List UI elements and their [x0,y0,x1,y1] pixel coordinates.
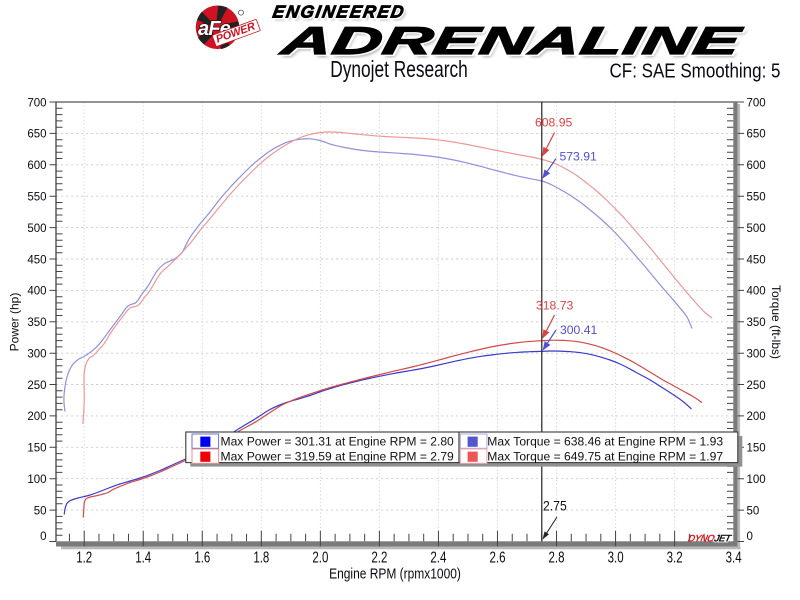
svg-text:3.2: 3.2 [667,549,683,566]
svg-text:DYNO: DYNO [687,533,716,544]
svg-text:100: 100 [27,474,46,486]
svg-text:150: 150 [27,443,46,455]
svg-text:50: 50 [34,505,47,517]
svg-text:450: 450 [747,254,766,266]
svg-text:1.4: 1.4 [135,549,151,566]
svg-text:1.8: 1.8 [253,549,269,566]
svg-text:ADRENALINE: ADRENALINE [276,19,745,63]
svg-text:Max Power = 319.59 at Engine R: Max Power = 319.59 at Engine RPM = 2.79 [221,449,455,463]
svg-text:2.8: 2.8 [549,549,565,566]
svg-text:ENGINEERED: ENGINEERED [271,1,407,21]
svg-text:300.41: 300.41 [560,323,597,337]
svg-text:1.6: 1.6 [194,549,210,566]
svg-text:Max Torque = 638.46 at Engine: Max Torque = 638.46 at Engine RPM = 1.93 [487,434,723,448]
svg-text:ENGINEERED: ENGINEERED [271,1,407,21]
svg-text:50: 50 [747,505,760,517]
svg-text:100: 100 [747,474,766,486]
svg-text:0: 0 [40,531,46,543]
svg-text:573.91: 573.91 [560,150,597,164]
svg-text:Torque (ft-lbs): Torque (ft-lbs) [769,285,783,359]
svg-text:500: 500 [747,223,766,235]
svg-text:550: 550 [27,192,46,204]
svg-text:2.75: 2.75 [543,498,567,514]
svg-text:ENGINEERED: ENGINEERED [274,5,410,25]
svg-text:2.0: 2.0 [312,549,328,566]
svg-text:650: 650 [27,129,46,141]
svg-text:600: 600 [27,160,46,172]
svg-text:650: 650 [747,129,766,141]
svg-text:Power (hp): Power (hp) [8,293,22,352]
svg-text:350: 350 [747,317,766,329]
svg-text:350: 350 [27,317,46,329]
svg-text:ADRENALINE: ADRENALINE [276,19,745,63]
svg-text:ADRENALINE: ADRENALINE [279,22,748,66]
svg-text:Max Torque = 649.75 at Engine: Max Torque = 649.75 at Engine RPM = 1.97 [487,449,723,463]
svg-text:Engine RPM (rpmx1000): Engine RPM (rpmx1000) [329,565,461,582]
svg-text:Max Power = 301.31 at Engine R: Max Power = 301.31 at Engine RPM = 2.80 [221,434,455,448]
svg-text:200: 200 [27,411,46,423]
svg-text:3.4: 3.4 [726,549,742,566]
svg-text:400: 400 [27,286,46,298]
svg-text:150: 150 [747,443,766,455]
svg-text:400: 400 [747,286,766,298]
svg-text:700: 700 [27,97,46,109]
svg-text:608.95: 608.95 [535,116,572,130]
svg-text:0: 0 [747,531,753,543]
svg-text:450: 450 [27,254,46,266]
svg-text:Dynojet Research: Dynojet Research [330,56,467,82]
svg-text:500: 500 [27,223,46,235]
svg-text:2.6: 2.6 [490,549,506,566]
svg-text:250: 250 [747,380,766,392]
svg-text:550: 550 [747,192,766,204]
svg-text:600: 600 [747,160,766,172]
svg-text:200: 200 [747,411,766,423]
svg-text:2.4: 2.4 [430,549,446,566]
svg-text:1.2: 1.2 [76,549,92,566]
svg-text:300: 300 [747,349,766,361]
svg-text:2.2: 2.2 [371,549,387,566]
svg-text:JET: JET [713,533,733,544]
svg-text:CF: SAE Smoothing: 5: CF: SAE Smoothing: 5 [610,59,781,82]
svg-text:700: 700 [747,97,766,109]
svg-text:3.0: 3.0 [608,549,624,566]
svg-text:318.73: 318.73 [536,299,573,313]
svg-text:250: 250 [27,380,46,392]
svg-text:300: 300 [27,349,46,361]
